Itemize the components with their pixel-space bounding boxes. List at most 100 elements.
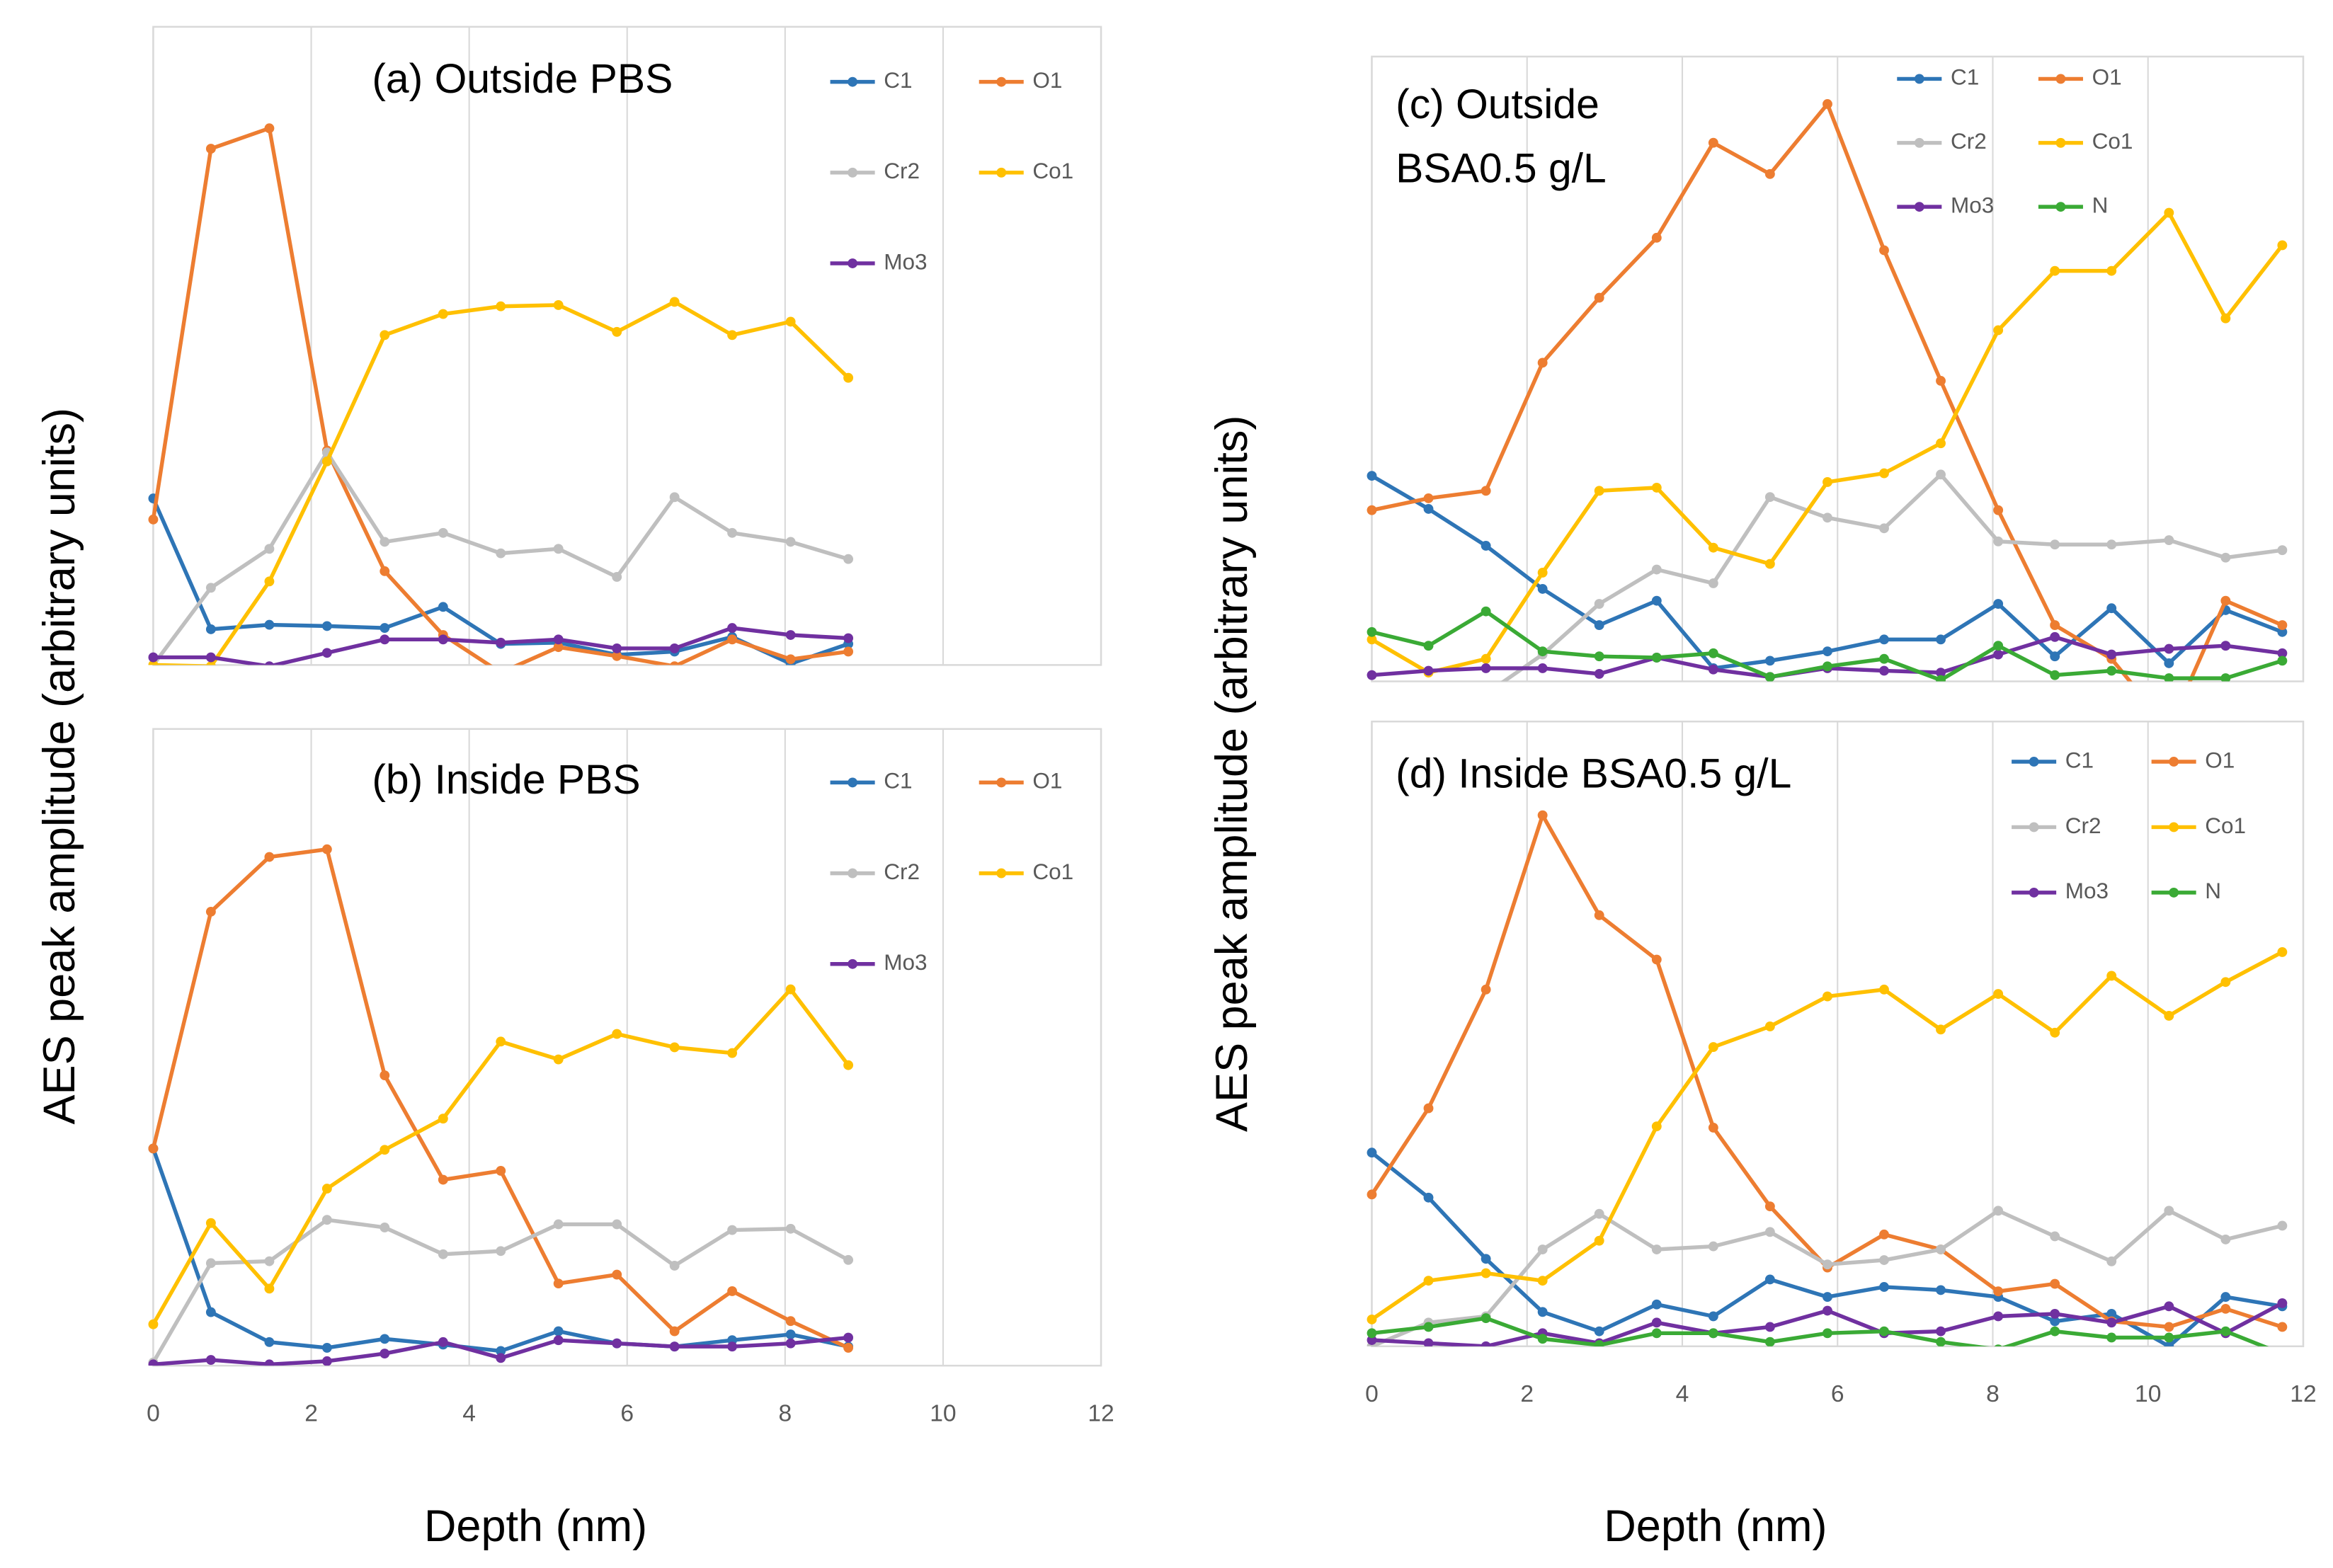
plot-area (148, 123, 854, 665)
data-point (496, 1346, 506, 1356)
data-point (2050, 651, 2060, 662)
data-point (1764, 1201, 1775, 1212)
legend-label: Cr2 (884, 158, 920, 183)
data-point (1423, 1103, 1434, 1114)
x-tick-label: 10 (930, 1400, 956, 1426)
data-point (1936, 1024, 1946, 1035)
data-point (1823, 646, 1832, 657)
legend-label: Cr2 (2065, 813, 2101, 838)
data-point (2106, 265, 2117, 276)
data-point (785, 1316, 796, 1327)
data-point (1594, 1235, 1604, 1246)
data-point (785, 1338, 796, 1349)
data-point (1708, 664, 1718, 675)
data-point (2050, 539, 2060, 550)
data-point (2050, 631, 2060, 642)
data-point (2050, 1231, 2060, 1242)
data-point (1537, 583, 1548, 594)
data-point (148, 514, 159, 525)
panel: C1 O1 Cr2 Co1 Mo3 (a) Outside PBS AES peak amp… (35, 25, 1102, 1125)
data-point (1764, 1022, 1775, 1031)
data-point (1481, 1268, 1491, 1278)
legend-marker (2169, 757, 2179, 767)
x-axis-label: Depth (nm) (424, 1501, 647, 1551)
data-point (264, 123, 275, 134)
data-point (1764, 559, 1775, 569)
data-point (553, 1054, 564, 1065)
data-point (843, 372, 854, 383)
data-point (1708, 1328, 1718, 1339)
data-point (1651, 595, 1662, 606)
data-point (438, 309, 448, 319)
data-point (380, 566, 390, 576)
data-point (1594, 1326, 1604, 1337)
data-point (553, 642, 564, 653)
data-point (1994, 1344, 2002, 1346)
data-point (1367, 471, 1377, 481)
legend-marker (1914, 74, 1924, 84)
data-point (727, 527, 738, 538)
data-point (785, 630, 796, 640)
data-point (321, 648, 332, 658)
data-point (205, 583, 216, 593)
data-point (2220, 1303, 2231, 1314)
data-point (843, 1254, 854, 1265)
plot-frame (152, 728, 1102, 1367)
data-point (380, 1070, 390, 1080)
data-point (1936, 1244, 1946, 1254)
legend-label: Mo3 (1951, 192, 1994, 217)
data-point (843, 633, 854, 643)
data-point (496, 1353, 506, 1363)
data-point (2050, 1316, 2060, 1327)
data-point (669, 1261, 680, 1271)
data-point (380, 1223, 390, 1232)
data-point (1423, 665, 1434, 676)
data-point (438, 634, 448, 645)
data-point (843, 1332, 854, 1343)
legend-marker (996, 868, 1007, 879)
data-point (1879, 1326, 1889, 1337)
data-point (380, 1349, 390, 1358)
data-point (1764, 1337, 1775, 1346)
data-point (321, 1343, 332, 1353)
data-point (1594, 1340, 1604, 1346)
data-point (2106, 1317, 2117, 1328)
data-point (1823, 991, 1832, 1002)
data-point (1708, 1241, 1718, 1252)
panel: 0 2 4 6 8 10 12 C1 O1 Cr2 Co1 Mo3 N (d) Inside BSA0.5… (1365, 720, 2317, 1551)
data-point (264, 1337, 275, 1347)
x-tick-label: 10 (2135, 1381, 2161, 1407)
data-point (1936, 438, 1946, 449)
data-point (1481, 653, 1491, 664)
data-point (669, 1341, 680, 1352)
data-point (669, 297, 680, 307)
data-point (727, 634, 738, 645)
data-point (1481, 663, 1491, 673)
data-point (553, 544, 564, 554)
data-point (843, 1060, 854, 1070)
data-point (2277, 1298, 2288, 1308)
data-point (785, 654, 796, 665)
data-point (264, 1256, 275, 1266)
y-axis-label: AES peak amplitude (arbitrary units) (35, 408, 84, 1124)
plot-area (1367, 810, 2288, 1358)
data-point (1651, 1244, 1662, 1254)
data-point (1936, 668, 1946, 678)
data-point (669, 492, 680, 503)
plot-area (148, 844, 854, 1366)
data-point (1594, 486, 1604, 496)
data-point (1936, 376, 1946, 386)
data-point (1993, 505, 2004, 515)
data-point (1993, 325, 2004, 336)
x-tick-label: 6 (620, 1400, 634, 1426)
data-point (612, 1029, 622, 1039)
data-point (2277, 1349, 2287, 1358)
data-point (1708, 648, 1718, 658)
legend-marker (1914, 137, 1924, 148)
data-point (1423, 1338, 1434, 1346)
data-point (2106, 1256, 2117, 1266)
data-point (612, 643, 622, 653)
legend-marker (2055, 137, 2066, 148)
x-tick-label: 0 (1365, 1381, 1379, 1407)
data-point (1594, 1208, 1604, 1219)
